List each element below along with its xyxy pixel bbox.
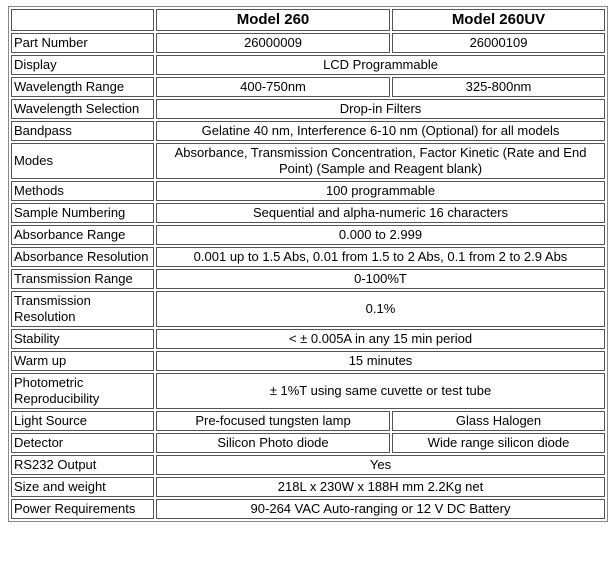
row-label: Detector [11,433,154,453]
table-row: Warm up 15 minutes [11,351,605,371]
value-cell: 218L x 230W x 188H mm 2.2Kg net [156,477,605,497]
value-cell: 26000109 [392,33,605,53]
value-cell: 15 minutes [156,351,605,371]
table-row: Transmission Resolution 0.1% [11,291,605,327]
row-label: Bandpass [11,121,154,141]
value-cell: Gelatine 40 nm, Interference 6-10 nm (Op… [156,121,605,141]
spec-table: Model 260 Model 260UV Part Number 2600000… [8,6,608,522]
value-cell: 0-100%T [156,269,605,289]
row-label: Photometric Reproducibility [11,373,154,409]
table-row: Absorbance Range 0.000 to 2.999 [11,225,605,245]
row-label: Power Requirements [11,499,154,519]
row-label: Transmission Resolution [11,291,154,327]
table-row: Wavelength Range 400-750nm 325-800nm [11,77,605,97]
value-cell: 26000009 [156,33,390,53]
row-label: Methods [11,181,154,201]
table-row: Photometric Reproducibility ± 1%T using s… [11,373,605,409]
table-body: Part Number 26000009 26000109 Display LCD Pr… [11,33,605,519]
table-row: Power Requirements 90-264 VAC Auto-rangin… [11,499,605,519]
header-cell: Model 260 [156,9,390,31]
value-cell: Silicon Photo diode [156,433,390,453]
row-label: Sample Numbering [11,203,154,223]
table-row: Methods 100 programmable [11,181,605,201]
table-row: Bandpass Gelatine 40 nm, Interference 6-1… [11,121,605,141]
table-row: Detector Silicon Photo diode Wide range si… [11,433,605,453]
row-label: Stability [11,329,154,349]
row-label: Wavelength Range [11,77,154,97]
header-cell: Model 260UV [392,9,605,31]
table-row: Stability < ± 0.005A in any 15 min period [11,329,605,349]
value-cell: ± 1%T using same cuvette or test tube [156,373,605,409]
row-label: Light Source [11,411,154,431]
value-cell: Drop-in Filters [156,99,605,119]
table-row: Display LCD Programmable [11,55,605,75]
header-row: Model 260 Model 260UV [11,9,605,31]
row-label: Modes [11,143,154,179]
value-cell: Pre-focused tungsten lamp [156,411,390,431]
header-blank [11,9,154,31]
row-label: Absorbance Range [11,225,154,245]
row-label: RS232 Output [11,455,154,475]
row-label: Wavelength Selection [11,99,154,119]
value-cell: 0.1% [156,291,605,327]
row-label: Absorbance Resolution [11,247,154,267]
value-cell: Sequential and alpha-numeric 16 characte… [156,203,605,223]
value-cell: 90-264 VAC Auto-ranging or 12 V DC Batte… [156,499,605,519]
row-label: Warm up [11,351,154,371]
table-row: RS232 Output Yes [11,455,605,475]
row-label: Part Number [11,33,154,53]
value-cell: < ± 0.005A in any 15 min period [156,329,605,349]
value-cell: Absorbance, Transmission Concentration, … [156,143,605,179]
table-row: Light Source Pre-focused tungsten lamp Gla… [11,411,605,431]
value-cell: 0.001 up to 1.5 Abs, 0.01 from 1.5 to 2 … [156,247,605,267]
value-cell: 0.000 to 2.999 [156,225,605,245]
table-row: Sample Numbering Sequential and alpha-num… [11,203,605,223]
value-cell: Glass Halogen [392,411,605,431]
value-cell: 400-750nm [156,77,390,97]
row-label: Transmission Range [11,269,154,289]
table-row: Size and weight 218L x 230W x 188H mm 2.2… [11,477,605,497]
table-row: Wavelength Selection Drop-in Filters [11,99,605,119]
table-row: Transmission Range 0-100%T [11,269,605,289]
table-row: Modes Absorbance, Transmission Concentrat… [11,143,605,179]
row-label: Display [11,55,154,75]
row-label: Size and weight [11,477,154,497]
value-cell: Yes [156,455,605,475]
table-row: Absorbance Resolution 0.001 up to 1.5 Abs… [11,247,605,267]
value-cell: LCD Programmable [156,55,605,75]
value-cell: Wide range silicon diode [392,433,605,453]
value-cell: 325-800nm [392,77,605,97]
value-cell: 100 programmable [156,181,605,201]
table-row: Part Number 26000009 26000109 [11,33,605,53]
